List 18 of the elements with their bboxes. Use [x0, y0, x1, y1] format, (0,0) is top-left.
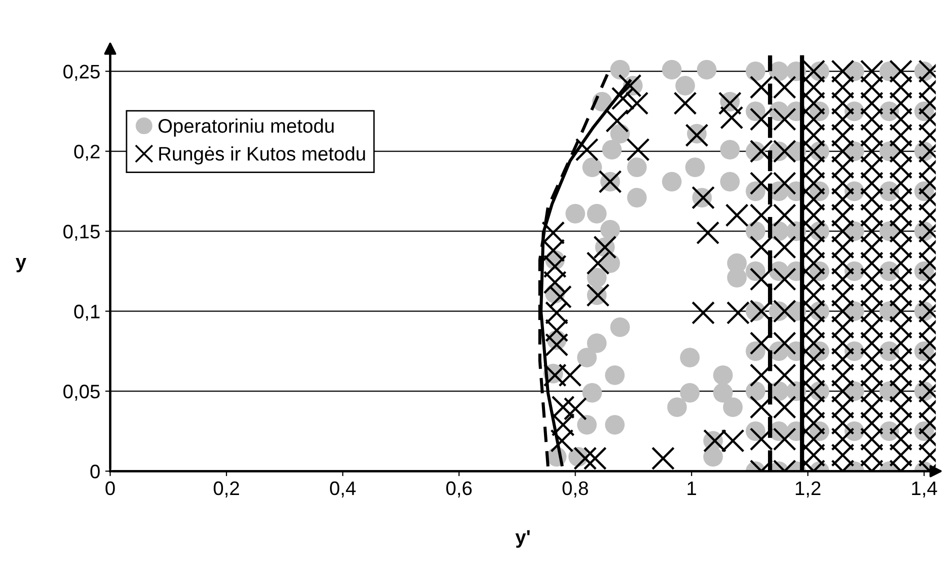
x-tick-label: 0,4	[330, 481, 356, 498]
y-axis-title: y	[16, 258, 26, 272]
y-tick-label: 0,1	[74, 304, 100, 321]
y-tick-label: 0	[90, 464, 100, 478]
x-tick-label: 1	[688, 482, 696, 495]
x-tick-label: 0,6	[446, 481, 472, 498]
y-tick-label: 0,15	[63, 224, 100, 241]
x-tick-label: 1,2	[796, 481, 820, 498]
legend-label: Rungės ir Kutos metodu	[159, 146, 365, 165]
y-tick-label: 0,25	[63, 64, 100, 81]
y-tick-label: 0,05	[63, 384, 100, 401]
x-tick-label: 1,4	[912, 482, 938, 498]
x-tick-label: 0	[106, 481, 115, 496]
x-tick-label: 0,2	[214, 481, 240, 498]
y-tick-label: 0,2	[74, 144, 100, 161]
x-tick-label: 0,8	[562, 481, 588, 498]
legend-label: Operatoriniu metodu	[158, 118, 334, 137]
x-axis-title: y'	[515, 530, 530, 548]
